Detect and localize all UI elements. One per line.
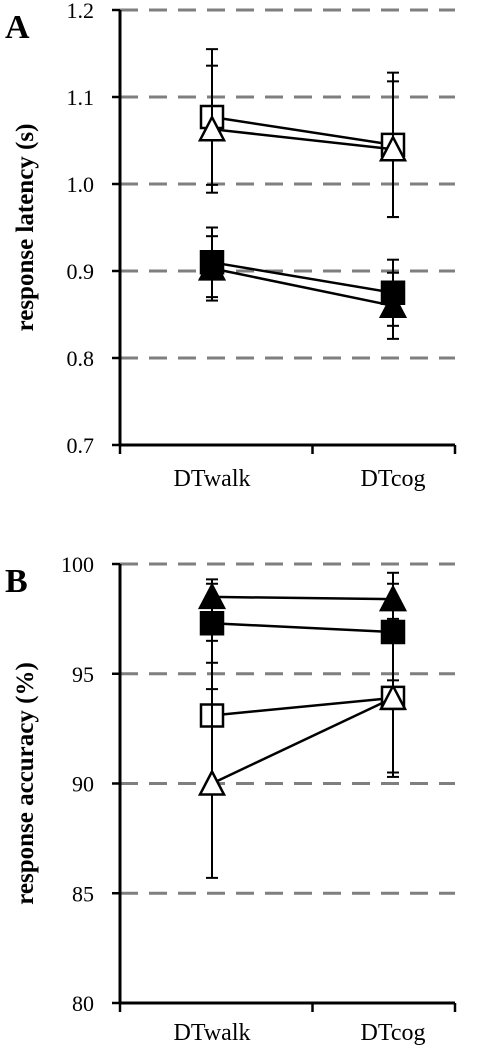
series-triangle-open — [197, 64, 408, 219]
series-line — [211, 696, 394, 785]
panel-letter: A — [5, 9, 30, 46]
series-line — [211, 696, 394, 717]
y-tick-label: 85 — [72, 881, 94, 906]
x-tick-label: DTcog — [361, 1020, 426, 1046]
panel-b-accuracy-chart: B 80 85 90 95 100 DTwalk DTcog response accuracy… — [5, 552, 457, 1046]
series-line — [211, 261, 394, 294]
y-tick-label: 80 — [72, 991, 94, 1016]
series-triangle-open — [197, 617, 408, 879]
y-tick-label: 1.2 — [67, 0, 95, 23]
y-axis-label: response latency (s) — [12, 124, 39, 332]
y-tick-label: 100 — [61, 552, 94, 577]
data-point-square-filled — [199, 611, 225, 636]
series-line — [211, 595, 394, 601]
y-tick-label: 95 — [72, 662, 94, 687]
data-point-triangle-open — [378, 134, 408, 162]
y-tick-label: 90 — [72, 772, 94, 797]
y-tick-label: 1.1 — [67, 85, 95, 110]
y-tick-label: 0.9 — [67, 259, 95, 284]
data-point-triangle-filled — [197, 253, 227, 281]
data-point-triangle-open — [197, 768, 227, 796]
series-line — [211, 115, 394, 147]
series-square-open — [199, 48, 406, 219]
x-tick-label: DTwalk — [174, 1020, 251, 1046]
series-triangle-filled — [197, 571, 408, 627]
data-point-triangle-filled — [378, 291, 408, 319]
x-tick-label: DTcog — [361, 466, 426, 492]
panel-a-latency-chart: A 0.7 0.8 0.9 1.0 1.1 1.2 DTwalk DTcog response l… — [5, 0, 457, 492]
series-line — [211, 622, 394, 634]
data-point-triangle-open — [197, 114, 227, 142]
y-tick-label: 0.8 — [67, 346, 95, 371]
series-triangle-filled — [197, 235, 408, 340]
series-line — [211, 267, 394, 308]
y-axis-label: response accuracy (%) — [12, 662, 39, 905]
series-square-filled — [199, 226, 406, 327]
data-point-triangle-open — [378, 683, 408, 711]
y-tick-label: 0.7 — [67, 433, 95, 458]
x-tick-label: DTwalk — [174, 466, 251, 492]
series-line — [211, 127, 394, 151]
y-tick-label: 1.0 — [67, 172, 95, 197]
panel-letter: B — [5, 563, 28, 600]
